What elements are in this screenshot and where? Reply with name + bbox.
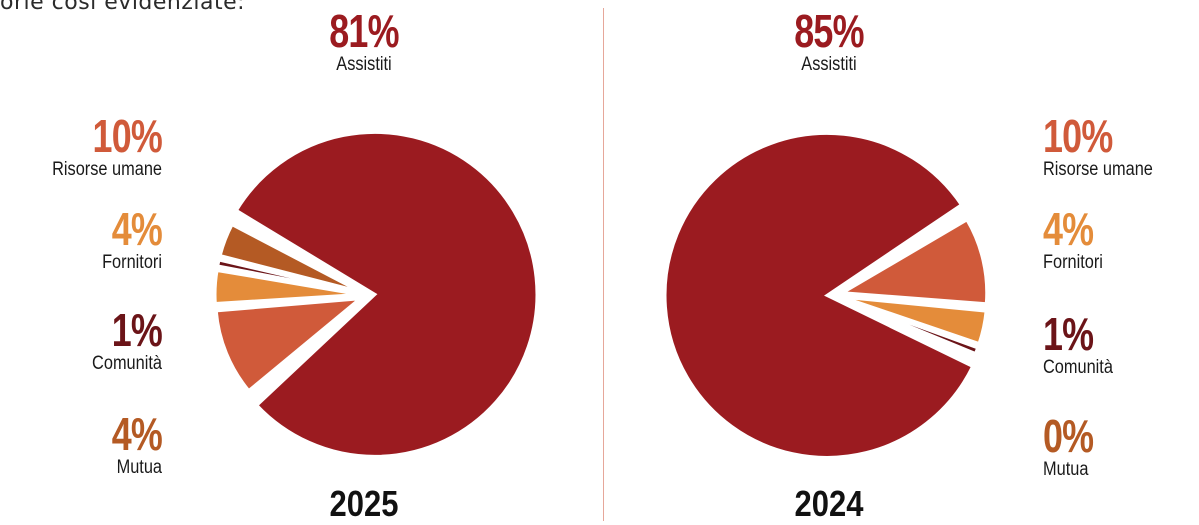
pct-2024-risorse-umane: 10% [1043, 110, 1113, 162]
name-2025-fornitori: Fornitori [102, 252, 162, 273]
slice-2024-assistiti [663, 131, 975, 459]
slice-2024-risorse_umane [837, 217, 989, 306]
slice-2025-mutua [218, 222, 361, 293]
pct-2025-comunita: 1% [111, 304, 163, 356]
slice-2025-risorse_umane [214, 296, 365, 393]
label-2024-fornitori: 4% Fornitori [1043, 206, 1199, 272]
slice-2024-fornitori [842, 295, 988, 346]
pct-2025-risorse-umane: 10% [92, 110, 163, 162]
year-label-2024: 2024 [794, 483, 864, 524]
chart-divider [603, 8, 604, 521]
name-2024-mutua: Mutua [1043, 459, 1089, 480]
pct-2025-assistiti: 81% [329, 5, 399, 57]
name-2025-comunita: Comunità [92, 353, 162, 374]
pct-2024-fornitori: 4% [1043, 203, 1094, 255]
name-2024-assistiti: Assistiti [801, 54, 857, 75]
pct-2024-comunita: 1% [1043, 308, 1094, 360]
label-2024-mutua: 0% Mutua [1043, 413, 1199, 479]
name-2024-comunita: Comunità [1043, 357, 1113, 378]
pct-2024-mutua: 0% [1043, 410, 1094, 462]
label-2025-assistiti: 81% Assistiti [294, 8, 434, 74]
name-2025-mutua: Mutua [116, 457, 162, 478]
slice-2025-assistiti [234, 130, 539, 458]
pie-2024 [663, 131, 989, 459]
year-label-2025: 2025 [329, 483, 399, 524]
label-2024-risorse-umane: 10% Risorse umane [1043, 113, 1199, 179]
label-2025-mutua: 4% Mutua [0, 408, 163, 478]
pct-2025-fornitori: 4% [111, 203, 163, 255]
label-2024-assistiti: 85% Assistiti [759, 8, 899, 74]
name-2024-risorse-umane: Risorse umane [1043, 159, 1153, 180]
label-2024-comunita: 1% Comunità [1043, 311, 1199, 377]
pie-2025 [213, 130, 539, 458]
slice-2024-comunita [841, 297, 980, 356]
label-2025-fornitori: 4% Fornitori [0, 203, 163, 273]
label-2025-risorse-umane: 10% Risorse umane [0, 110, 163, 180]
slice-2025-fornitori [213, 268, 360, 306]
pct-2024-assistiti: 85% [794, 5, 864, 57]
slice-2025-comunita [216, 258, 360, 295]
name-2024-fornitori: Fornitori [1043, 252, 1103, 273]
intro-text: orie così evidenziate: [0, 0, 246, 15]
name-2025-risorse-umane: Risorse umane [52, 159, 162, 180]
name-2025-assistiti: Assistiti [336, 54, 392, 75]
label-2025-comunita: 1% Comunità [0, 304, 163, 374]
pct-2025-mutua: 4% [111, 408, 163, 460]
